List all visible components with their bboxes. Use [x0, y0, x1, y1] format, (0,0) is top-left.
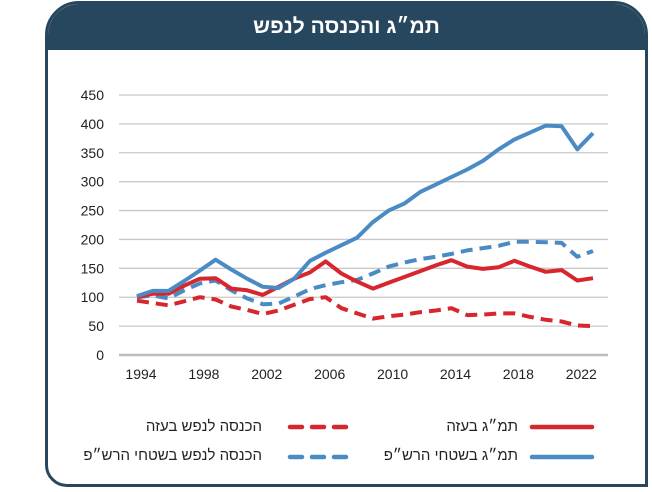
- legend-label-income-gaza: הכנסה לנפש בעזה: [145, 418, 262, 435]
- y-tick-label: 50: [88, 318, 104, 334]
- y-tick-label: 450: [81, 87, 105, 103]
- x-tick-label: 2018: [503, 366, 534, 382]
- x-tick-label: 2002: [251, 366, 282, 382]
- x-tick-label: 2006: [314, 366, 345, 382]
- x-tick-label: 2014: [440, 366, 471, 382]
- x-tick-label: 1994: [125, 366, 156, 382]
- series-line-0: [136, 258, 594, 300]
- series-line-3: [136, 239, 594, 307]
- y-tick-label: 150: [81, 260, 105, 276]
- y-tick-label: 250: [81, 203, 105, 219]
- y-tick-label: 0: [96, 347, 104, 363]
- x-tick-label: 1998: [188, 366, 219, 382]
- series-line-1: [136, 123, 595, 298]
- series-line-2: [136, 295, 594, 329]
- legend-label-gdp-pa: תמ״ג בשטחי הרש״פ: [383, 447, 518, 464]
- legend-label-gdp-gaza: תמ״ג בעזה: [446, 418, 518, 435]
- y-tick-label: 350: [81, 145, 105, 161]
- y-tick-label: 100: [81, 289, 105, 305]
- x-tick-label: 2010: [377, 366, 408, 382]
- chart-title: תמ״ג והכנסה לנפש: [48, 4, 645, 50]
- x-tick-label: 2022: [566, 366, 597, 382]
- legend-label-income-pa: הכנסה לנפש בשטחי הרש״פ: [83, 447, 262, 464]
- y-tick-label: 200: [81, 231, 105, 247]
- y-tick-label: 400: [81, 116, 105, 132]
- y-tick-label: 300: [81, 174, 105, 190]
